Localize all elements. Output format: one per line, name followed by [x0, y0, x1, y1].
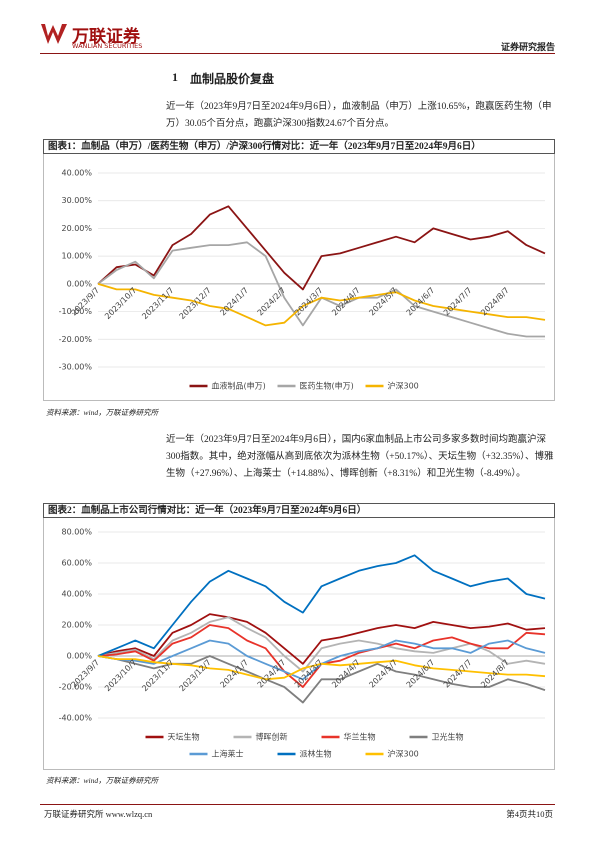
- page-number: 第4页共10页: [506, 809, 553, 819]
- y-tick-label: 30.00%: [61, 196, 92, 205]
- x-tick-label: 2024/4/7: [330, 658, 362, 690]
- series-line: [97, 613, 546, 665]
- x-tick-label: 2023/10/7: [103, 286, 138, 321]
- y-tick-label: -20.00%: [59, 335, 93, 344]
- legend-label: 天坛生物: [168, 732, 200, 742]
- legend-label: 卫光生物: [432, 732, 464, 742]
- x-tick-label: 2023/12/7: [178, 286, 213, 321]
- legend-label: 派林生物: [300, 749, 332, 759]
- legend-label: 医药生物(申万): [300, 381, 354, 391]
- chart-frame: [43, 518, 555, 770]
- logo-text: 万联证券: [72, 27, 140, 47]
- y-tick-label: 40.00%: [61, 169, 92, 178]
- figure-caption: 图表1：血制品（申万）/医药生物（申万）/沪深300行情对比：近一年（2023年…: [43, 139, 555, 154]
- chart: -40.00% -20.00% 0.00% 20.00% 40.00% 60.00% 80.…: [59, 528, 546, 759]
- series-line: [97, 655, 546, 681]
- logo-english: WANLIAN SECURITIES: [72, 42, 143, 50]
- chart: -30.00% -20.00% -10.00% 0.00% 10.00% 20.00% 30…: [59, 169, 546, 391]
- logo-icon: [41, 24, 67, 44]
- x-tick-label: 2024/8/7: [479, 286, 511, 318]
- legend-label: 沪深300: [388, 749, 419, 759]
- series-line: [97, 554, 546, 657]
- y-tick-label: -30.00%: [59, 363, 93, 372]
- legend-label: 华兰生物: [344, 732, 376, 742]
- y-tick-label: 20.00%: [61, 224, 92, 233]
- footer-rule: [40, 804, 555, 805]
- x-tick-label: 2024/7/7: [442, 286, 474, 318]
- header-rule: [40, 53, 555, 54]
- y-tick-label: 60.00%: [61, 559, 92, 568]
- y-tick-label: -20.00%: [59, 683, 93, 692]
- source-note: 资料来源：wind，万联证券研究所: [46, 776, 159, 785]
- series-line: [97, 283, 546, 327]
- y-tick-label: 20.00%: [61, 621, 92, 630]
- y-tick-label: 80.00%: [61, 528, 92, 537]
- footer-left: 万联证券研究所 www.wlzq.cn: [44, 809, 153, 819]
- paragraph: 近一年（2023年9月7日至2024年9月6日），国内6家血制品上市公司多家多数…: [166, 435, 554, 479]
- legend-label: 沪深300: [388, 381, 419, 391]
- legend-label: 博晖创新: [256, 732, 288, 742]
- y-tick-label: 0.00%: [67, 652, 93, 661]
- y-tick-label: 0.00%: [67, 279, 93, 288]
- x-tick-label: 2024/2/7: [256, 286, 288, 318]
- source-note: 资料来源：wind，万联证券研究所: [46, 408, 159, 417]
- x-tick-label: 2024/1/7: [218, 286, 250, 318]
- y-tick-label: -10.00%: [59, 307, 93, 316]
- x-tick-label: 2023/11/7: [140, 286, 175, 321]
- x-tick-label: 2024/3/7: [293, 658, 325, 690]
- report-type: 证券研究报告: [500, 42, 555, 52]
- x-tick-label: 2023/10/7: [103, 658, 138, 693]
- legend-label: 血液制品(申万): [212, 381, 266, 391]
- paragraph: 近一年（2023年9月7日至2024年9月6日），血液制品（申万）上涨10.65…: [166, 102, 552, 129]
- x-tick-label: 2024/4/7: [330, 286, 362, 318]
- section-number: 1: [172, 70, 178, 84]
- figure-caption: 图表2：血制品上市公司行情对比：近一年（2023年9月7日至2024年9月6日）: [43, 503, 555, 518]
- x-tick-label: 2024/5/7: [367, 286, 399, 318]
- section-title: 血制品股价复盘: [190, 72, 275, 86]
- legend-label: 上海莱士: [212, 749, 244, 759]
- series-line: [97, 205, 546, 291]
- y-tick-label: 40.00%: [61, 590, 92, 599]
- chart-frame: [43, 154, 555, 401]
- y-tick-label: -40.00%: [59, 714, 93, 723]
- y-tick-label: 10.00%: [61, 252, 92, 261]
